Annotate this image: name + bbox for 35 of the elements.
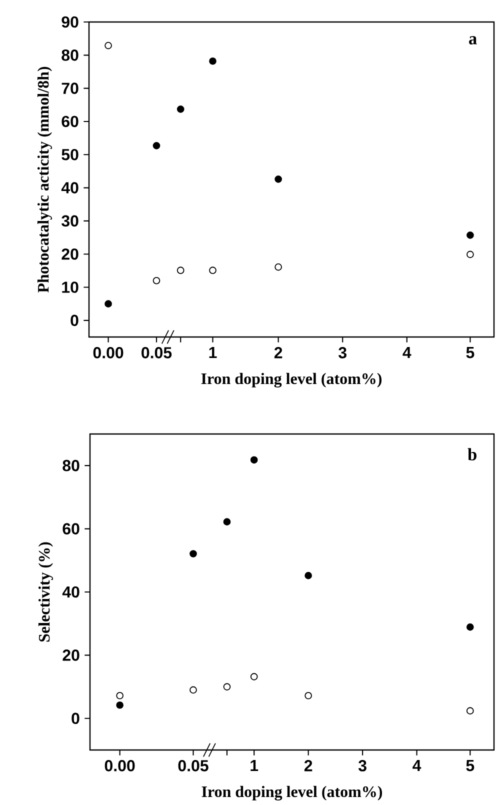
y-axis-title: Photocatalytic acticity (mmol/8h) [37,66,52,293]
y-axis-title: Selectivity (%) [38,542,53,642]
x-tick-label: 2 [304,760,312,772]
y-tick-label: 80 [62,50,78,61]
x-tick-label: 4 [402,347,412,358]
y-tick-label: 0 [70,314,78,326]
x-tick-label: 0.00 [93,347,124,358]
y-tick-label: 60 [62,116,78,128]
x-tick-label: 0.00 [104,760,135,772]
x-tick-label: 5 [466,347,474,358]
y-tick-label: 80 [62,460,80,472]
x-axis-title: Iron doping level (atom%) [201,372,382,388]
x-tick-label: 0.05 [178,760,208,772]
y-tick-label: 40 [61,182,78,194]
x-tick-label: 1 [250,760,258,772]
y-tick-label: 30 [62,215,78,227]
x-tick-label: 2 [274,347,282,358]
annotation: a [469,36,477,44]
y-tick-label: 0 [72,712,80,724]
x-tick-label: 1 [209,347,217,358]
y-tick-label: 50 [62,148,78,160]
y-tick-label: 20 [62,650,80,661]
x-tick-label: 3 [358,760,366,772]
x-tick-label: 3 [338,347,346,358]
x-tick-label: 5 [466,760,474,772]
y-tick-label: 20 [62,248,78,260]
y-tick-label: 90 [62,16,78,28]
annotation: b [468,448,476,460]
x-tick-label: 4 [412,760,422,772]
y-tick-label: 40 [62,586,80,598]
y-tick-label: 60 [62,523,80,534]
y-tick-label: 10 [62,282,78,293]
y-tick-label: 70 [62,82,78,94]
x-tick-label: 0.05 [142,347,172,358]
x-axis-title: Iron doping level (atom%) [202,786,382,801]
